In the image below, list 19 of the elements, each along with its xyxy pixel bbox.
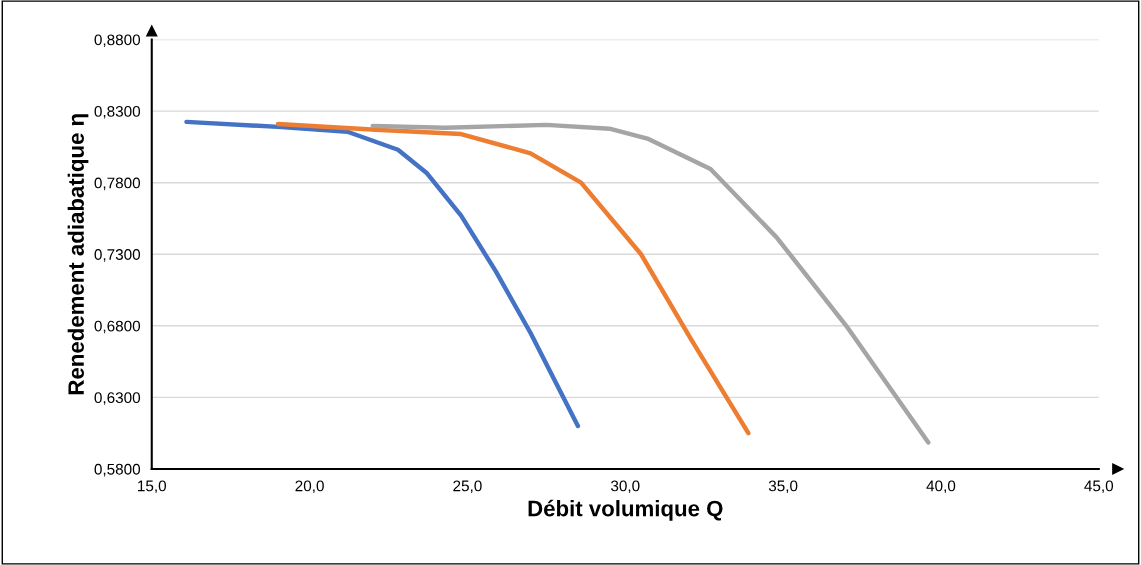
x-tick-label: 15,0 — [138, 480, 167, 494]
line-series — [275, 121, 751, 436]
line-series — [184, 119, 581, 429]
x-tick-label: 35,0 — [768, 480, 798, 494]
x-axis-title: Débit volumique Q — [528, 499, 723, 521]
line-series — [370, 122, 931, 445]
y-tick-label: 0,8800 — [94, 34, 141, 48]
y-tick-label: 0,5800 — [94, 463, 141, 477]
x-tick-label: 40,0 — [926, 480, 956, 494]
x-tick-label: 30,0 — [610, 480, 640, 494]
x-tick-label: 20,0 — [295, 480, 324, 494]
y-tick-label: 0,7800 — [94, 177, 141, 191]
y-tick-label: 0,7300 — [94, 249, 141, 262]
y-tick-label: 0,8300 — [94, 105, 141, 119]
y-axis-title: Renedement adiabatique η — [67, 114, 89, 395]
y-tick-label: 0,6300 — [94, 392, 141, 405]
y-tick-label: 0,6800 — [94, 320, 141, 334]
x-tick-label: 25,0 — [453, 480, 482, 494]
x-tick-label: 45,0 — [1084, 480, 1114, 494]
